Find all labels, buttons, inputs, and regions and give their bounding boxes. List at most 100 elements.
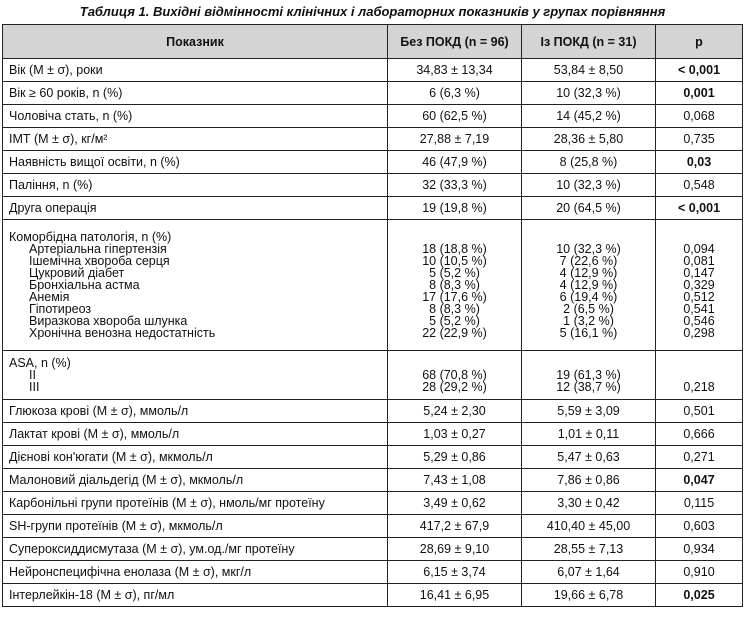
table-row: Карбонільні групи протеїнів (M ± σ), нмо… xyxy=(2,491,743,515)
row-label: Карбонільні групи протеїнів (M ± σ), нмо… xyxy=(2,491,388,515)
asa-item-label: III xyxy=(29,380,40,394)
comorbid-item-label: Гіпотиреоз xyxy=(29,302,92,316)
asa-item-b: 12 (38,7 %) xyxy=(556,380,621,394)
comorbid-item-p: 0,147 xyxy=(683,266,715,280)
p-value: 0,735 xyxy=(655,127,743,151)
comorbid-item-p: 0,512 xyxy=(683,290,715,304)
value-with-pocd: 28,55 ± 7,13 xyxy=(521,537,656,561)
asa-item-a: 28 (29,2 %) xyxy=(422,380,487,394)
comorbid-item-p: 0,541 xyxy=(683,302,715,316)
value-no-pocd: 7,43 ± 1,08 xyxy=(387,468,522,492)
table-row: Друга операція 19 (19,8 %) 20 (64,5 %) < 0,… xyxy=(2,196,743,220)
row-label: Вік ≥ 60 років, n (%) xyxy=(2,81,388,105)
p-value: 0,115 xyxy=(655,491,743,515)
asa-row: ASA, n (%) II III 68 (70,8 %) 28 (29,2 %) 1… xyxy=(2,350,743,400)
row-label: Вік (M ± σ), роки xyxy=(2,58,388,82)
row-label: Малоновий діальдегід (M ± σ), мкмоль/л xyxy=(2,468,388,492)
row-label: Інтерлейкін-18 (M ± σ), пг/мл xyxy=(2,583,388,607)
p-value: 0,068 xyxy=(655,104,743,128)
value-no-pocd: 19 (19,8 %) xyxy=(387,196,522,220)
header-indicator: Показник xyxy=(2,24,388,59)
value-no-pocd: 5,29 ± 0,86 xyxy=(387,445,522,469)
comorbid-item-b: 4 (12,9 %) xyxy=(559,278,618,292)
value-with-pocd: 1,01 ± 0,11 xyxy=(521,422,656,446)
value-no-pocd: 5,24 ± 2,30 xyxy=(387,399,522,423)
value-no-pocd: 27,88 ± 7,19 xyxy=(387,127,522,151)
p-value: 0,271 xyxy=(655,445,743,469)
table-row: ІМТ (M ± σ), кг/м² 27,88 ± 7,19 28,36 ± 5,… xyxy=(2,127,743,151)
p-value: 0,001 xyxy=(655,81,743,105)
p-value: 0,934 xyxy=(655,537,743,561)
comorbid-item-label: Виразкова хвороба шлунка xyxy=(29,314,188,328)
header-with-pocd: Із ПОКД (n = 31) xyxy=(521,24,656,59)
table-row: Інтерлейкін-18 (M ± σ), пг/мл 16,41 ± 6,9… xyxy=(2,583,743,607)
value-with-pocd: 5,47 ± 0,63 xyxy=(521,445,656,469)
comorbid-item-b: 2 (6,5 %) xyxy=(563,302,614,316)
value-with-pocd: 410,40 ± 45,00 xyxy=(521,514,656,538)
table-row: Паління, n (%) 32 (33,3 %) 10 (32,3 %) 0,54… xyxy=(2,173,743,197)
comorbid-item-p: 0,546 xyxy=(683,314,715,328)
p-value: 0,03 xyxy=(655,150,743,174)
value-no-pocd: 6 (6,3 %) xyxy=(387,81,522,105)
comorbid-item-label: Ішемічна хвороба серця xyxy=(29,254,170,268)
comorbid-item-a: 17 (17,6 %) xyxy=(422,290,487,304)
comorbid-item-a: 5 (5,2 %) xyxy=(429,266,480,280)
comorbid-values-no-pocd: 18 (18,8 %) 10 (10,5 %) 5 (5,2 %) 8 (8,3 %)… xyxy=(387,219,522,351)
asa-item-a: 68 (70,8 %) xyxy=(422,368,487,382)
comorbid-item-p: 0,298 xyxy=(683,326,715,340)
p-value: 0,025 xyxy=(655,583,743,607)
table-row: Нейронспецифічна енолаза (M ± σ), мкг/л 6… xyxy=(2,560,743,584)
comorbid-item-p: 0,094 xyxy=(683,242,715,256)
comorbid-item-a: 8 (8,3 %) xyxy=(429,278,480,292)
table-row: Наявність вищої освіти, n (%) 46 (47,9 %)… xyxy=(2,150,743,174)
value-with-pocd: 5,59 ± 3,09 xyxy=(521,399,656,423)
p-value: 0,548 xyxy=(655,173,743,197)
comorbid-item-label: Артеріальна гіпертензія xyxy=(29,242,167,256)
table-row: Малоновий діальдегід (M ± σ), мкмоль/л 7,… xyxy=(2,468,743,492)
comorbid-row: Коморбідна патологія, n (%) Артеріальна г… xyxy=(2,219,743,351)
comorbid-item-label: Анемія xyxy=(29,290,70,304)
table-row: Лактат крові (M ± σ), ммоль/л 1,03 ± 0,27… xyxy=(2,422,743,446)
comorbid-item-a: 8 (8,3 %) xyxy=(429,302,480,316)
comorbid-item-b: 5 (16,1 %) xyxy=(559,326,618,340)
value-no-pocd: 32 (33,3 %) xyxy=(387,173,522,197)
table-body: Вік (M ± σ), роки 34,83 ± 13,34 53,84 ± 8,… xyxy=(2,58,743,607)
comorbid-item-p: 0,329 xyxy=(683,278,715,292)
p-value: 0,666 xyxy=(655,422,743,446)
value-with-pocd: 6,07 ± 1,64 xyxy=(521,560,656,584)
value-with-pocd: 19,66 ± 6,78 xyxy=(521,583,656,607)
header-row: Показник Без ПОКД (n = 96) Із ПОКД (n = … xyxy=(2,24,743,59)
table-row: Вік ≥ 60 років, n (%) 6 (6,3 %) 10 (32,3 %… xyxy=(2,81,743,105)
asa-p: 0,218 xyxy=(683,380,715,394)
value-with-pocd: 10 (32,3 %) xyxy=(521,173,656,197)
value-no-pocd: 6,15 ± 3,74 xyxy=(387,560,522,584)
row-label: Наявність вищої освіти, n (%) xyxy=(2,150,388,174)
comparison-table: Показник Без ПОКД (n = 96) Із ПОКД (n = … xyxy=(2,24,743,607)
value-no-pocd: 1,03 ± 0,27 xyxy=(387,422,522,446)
value-no-pocd: 417,2 ± 67,9 xyxy=(387,514,522,538)
p-value: < 0,001 xyxy=(655,196,743,220)
asa-labels: ASA, n (%) II III xyxy=(2,350,388,400)
asa-title: ASA, n (%) xyxy=(9,356,71,370)
value-with-pocd: 7,86 ± 0,86 xyxy=(521,468,656,492)
value-with-pocd: 53,84 ± 8,50 xyxy=(521,58,656,82)
table-row: Глюкоза крові (M ± σ), ммоль/л 5,24 ± 2,3… xyxy=(2,399,743,423)
p-value: 0,603 xyxy=(655,514,743,538)
asa-p-value: 0,218 xyxy=(655,350,743,400)
table-caption: Таблиця 1. Вихідні відмінності клінічних… xyxy=(79,4,666,19)
comorbid-values-with-pocd: 10 (32,3 %) 7 (22,6 %) 4 (12,9 %) 4 (12,9 %… xyxy=(521,219,656,351)
value-with-pocd: 14 (45,2 %) xyxy=(521,104,656,128)
p-value: < 0,001 xyxy=(655,58,743,82)
row-label: Глюкоза крові (M ± σ), ммоль/л xyxy=(2,399,388,423)
table-row: SH-групи протеїнів (M ± σ), мкмоль/л 417,… xyxy=(2,514,743,538)
row-label: Паління, n (%) xyxy=(2,173,388,197)
row-label: Дієнові кон'югати (M ± σ), мкмоль/л xyxy=(2,445,388,469)
comorbid-item-a: 10 (10,5 %) xyxy=(422,254,487,268)
comorbid-labels: Коморбідна патологія, n (%) Артеріальна г… xyxy=(2,219,388,351)
value-no-pocd: 28,69 ± 9,10 xyxy=(387,537,522,561)
value-with-pocd: 3,30 ± 0,42 xyxy=(521,491,656,515)
value-no-pocd: 34,83 ± 13,34 xyxy=(387,58,522,82)
p-value: 0,910 xyxy=(655,560,743,584)
p-value: 0,501 xyxy=(655,399,743,423)
comorbid-item-label: Бронхіальна астма xyxy=(29,278,140,292)
